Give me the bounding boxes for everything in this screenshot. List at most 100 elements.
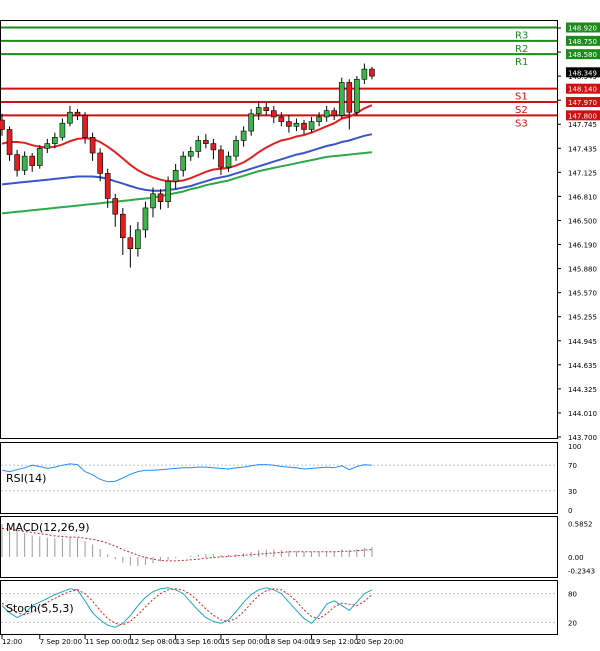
candle (52, 132, 58, 149)
candle-body-down (6, 129, 13, 155)
candle-body-up (361, 68, 368, 80)
candle (301, 120, 307, 135)
level-name-r2: R2 (515, 44, 528, 55)
level-price-label: 148.580 (568, 51, 597, 59)
candle (293, 118, 300, 132)
candle-body-down (286, 121, 292, 127)
candle-body-down (74, 111, 81, 116)
price-axis: 148.990148.680148.349148.060147.745147.4… (557, 22, 600, 442)
candle-body-down (157, 193, 164, 202)
candle (195, 135, 202, 158)
ma-blue-line (1, 133, 373, 192)
candle-body-down (104, 173, 111, 199)
candle (338, 77, 345, 119)
stoch-k-line (1, 587, 373, 628)
candle (59, 118, 66, 141)
candle-body-down (369, 68, 375, 77)
candle-body-down (278, 116, 285, 122)
candle-body-up (172, 169, 179, 182)
price-tick-label: 146.190 (568, 242, 597, 250)
level-price-label: 148.140 (568, 86, 597, 94)
candle-body-down (270, 110, 277, 118)
candle-body-up (59, 122, 66, 138)
candle (331, 107, 338, 121)
stoch-d-line (1, 588, 373, 626)
candle (172, 163, 179, 190)
candle-body-down (331, 110, 338, 116)
level-price-box (566, 97, 600, 108)
macd-tick-label: 0.5852 (568, 521, 593, 529)
ma-red-line (1, 104, 373, 183)
time-tick-label: 11 Sep 00:00 (85, 638, 132, 646)
price-tick-label: 146.500 (568, 217, 597, 225)
current-price-label: 148.349 (568, 69, 597, 77)
candle (316, 112, 322, 127)
candle-body-up (135, 229, 141, 250)
macd-label: MACD(12,26,9) (6, 521, 90, 534)
macd-tick-label: 0.00 (568, 554, 584, 562)
level-price-box (566, 49, 600, 60)
rsi-panel-frame (0, 442, 558, 514)
candle-body-up (293, 122, 300, 127)
current-price-box (566, 67, 600, 78)
candle (210, 138, 217, 160)
candle-body-down (112, 198, 119, 215)
time-tick-label: 18 Sep 04:00 (266, 638, 313, 646)
rsi-tick-label: 0 (568, 507, 572, 515)
candle (203, 134, 209, 149)
stoch-panel-frame (0, 580, 558, 635)
candle (286, 115, 292, 133)
level-price-box (566, 110, 600, 121)
price-tick-label: 147.745 (568, 121, 597, 129)
candle-body-down (218, 149, 224, 168)
candle-body-up (165, 180, 171, 202)
level-name-r3: R3 (515, 30, 528, 41)
candle (36, 145, 43, 169)
candle-body-down (82, 115, 88, 138)
stoch-label: Stoch(5,5,3) (6, 602, 74, 615)
candle (369, 66, 375, 80)
candle-body-down (0, 119, 5, 130)
candle (165, 176, 171, 208)
candle-body-up (316, 116, 322, 122)
level-price-box (566, 35, 600, 46)
candle-body-up (52, 137, 58, 144)
candle-body-up (308, 121, 315, 130)
price-tick-label: 144.325 (568, 386, 597, 394)
candle-body-down (203, 140, 209, 144)
candle (150, 187, 156, 218)
candle-body-up (142, 207, 149, 231)
price-tick-label: 146.810 (568, 193, 597, 201)
rsi-tick-label: 70 (568, 462, 577, 470)
time-tick-label: 20 Sep 20:00 (357, 638, 404, 646)
stochastic-indicator: 80 20 Stoch(5,5,3) (1, 587, 577, 628)
candle-body-down (263, 107, 270, 111)
price-tick-label: 147.125 (568, 169, 597, 177)
candle (346, 79, 353, 130)
candle (44, 138, 51, 154)
candle (263, 102, 270, 116)
level-name-s2: S2 (515, 105, 528, 116)
candle (248, 109, 254, 136)
time-tick-label: 13 Sep 16:00 (176, 638, 223, 646)
candle (0, 113, 5, 136)
rsi-tick-label: 100 (568, 443, 581, 451)
candle (187, 146, 194, 161)
candle (135, 222, 141, 257)
candle (270, 105, 277, 124)
time-tick-label: 15 Sep 00:00 (221, 638, 268, 646)
candle-body-down (301, 122, 307, 130)
candle-body-up (180, 155, 186, 171)
candle (82, 112, 88, 144)
support-resistance-levels: R3 R2 R1 S1 S2 S3 (1, 26, 557, 129)
candle (278, 112, 285, 127)
candle (255, 101, 262, 121)
rsi-tick-label: 30 (568, 488, 577, 496)
candle-body-up (354, 78, 360, 113)
candle-body-down (97, 152, 103, 174)
candle-body-up (44, 143, 51, 149)
candle (308, 116, 315, 133)
candle (323, 105, 330, 122)
price-panel-frame (0, 20, 558, 439)
